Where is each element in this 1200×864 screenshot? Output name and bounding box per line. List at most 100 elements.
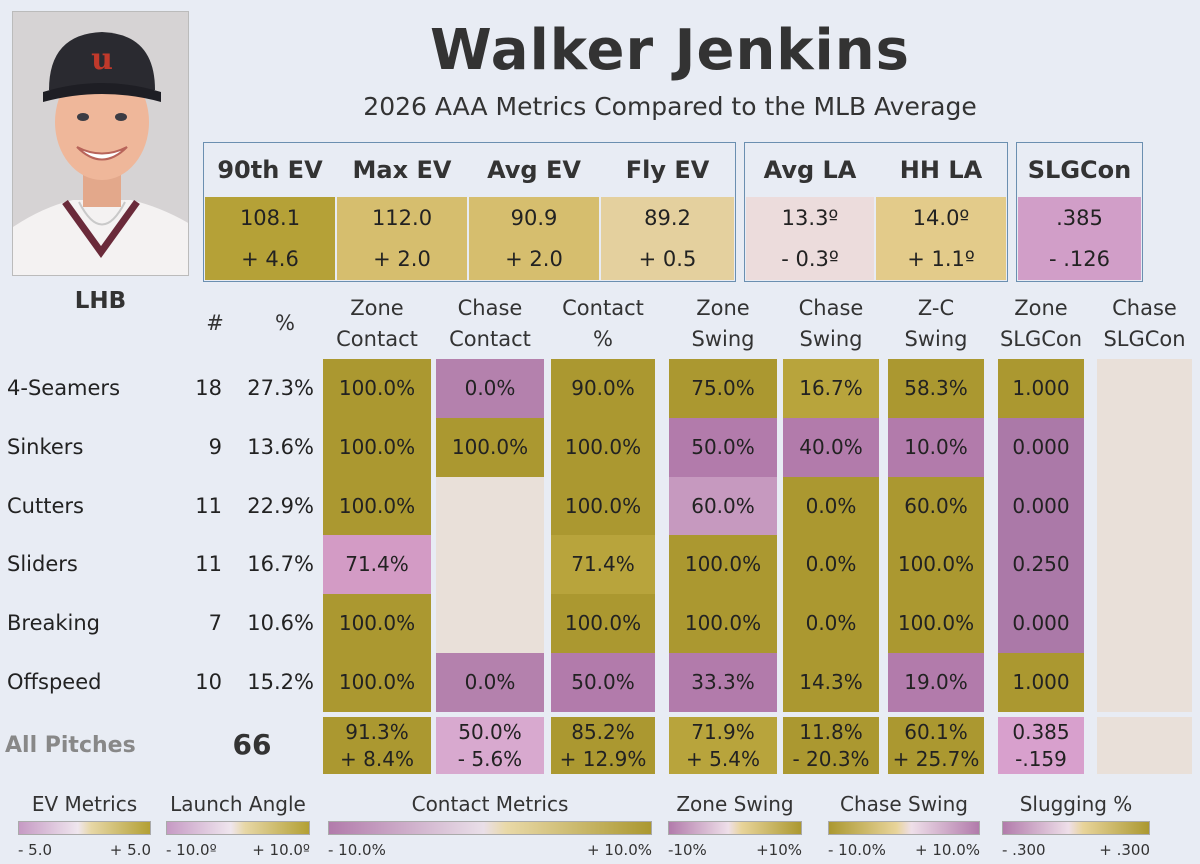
pct-header: % — [275, 311, 295, 335]
cell-value: 100.0% — [564, 611, 642, 636]
cell-value: 60.0% — [904, 493, 968, 518]
cell-value: 100.0% — [684, 552, 762, 577]
table-cell: 100.0% — [323, 476, 431, 536]
table-cell: 0.0% — [783, 476, 879, 536]
cell-value: 0.0% — [464, 670, 516, 694]
metric-diff: + 0.5 — [638, 247, 697, 271]
table-cell: 100.0% — [551, 594, 655, 654]
metric-value: 89.2 — [644, 206, 691, 230]
pitch-percent: 22.9% — [247, 493, 314, 518]
table-cell: 40.0% — [783, 417, 879, 478]
metric-diff: + 2.0 — [505, 247, 563, 271]
pitch-count: 9 — [208, 434, 222, 459]
legend-gradient-bar — [328, 821, 652, 835]
cell-value: 100.0% — [451, 434, 529, 459]
column-header-line1: Zone — [696, 296, 750, 320]
table-cell: 0.000 — [998, 476, 1084, 536]
slgcon-box — [1016, 142, 1143, 282]
table-cell — [436, 476, 544, 536]
pitch-count: 7 — [208, 611, 222, 636]
cell-value: 16.7% — [799, 376, 863, 400]
column-header-line1: Chase — [457, 296, 523, 320]
metric-header: Fly EV — [625, 156, 710, 184]
column-header-line2: Contact — [449, 327, 531, 351]
table-cell: 10.0% — [888, 417, 984, 478]
cell-value: 100.0% — [338, 611, 416, 636]
totals-diff: + 12.9% — [559, 747, 647, 771]
totals-cell: 91.3% + 8.4% — [323, 717, 431, 774]
player-name: Walker Jenkins — [430, 18, 910, 83]
table-cell — [1097, 594, 1192, 654]
table-cell: 100.0% — [323, 653, 431, 713]
totals-cell: 11.8% - 20.3% — [783, 717, 879, 774]
count-header: # — [206, 311, 224, 335]
table-cell: 0.0% — [436, 653, 544, 713]
pitch-count: 10 — [195, 670, 222, 694]
metric-diff: - .126 — [1048, 247, 1110, 271]
legend-max-label: + .300 — [1099, 841, 1150, 859]
cell-value: 100.0% — [338, 434, 416, 459]
ev-metrics-box — [203, 142, 736, 282]
pitch-type-label: Breaking — [7, 611, 101, 636]
legend-gradient-bar — [166, 821, 310, 835]
table-cell: 50.0% — [551, 653, 655, 713]
pitch-type-label: 4-Seamers — [7, 376, 121, 400]
cell-value: 100.0% — [564, 434, 642, 459]
metric-value: 108.1 — [239, 206, 301, 230]
legend-title: Slugging % — [1019, 792, 1133, 816]
table-cell: 71.4% — [551, 535, 655, 595]
metric-diff: + 2.0 — [373, 247, 431, 271]
metric-cell: 108.1 + 4.6 — [205, 197, 335, 280]
cell-value: 50.0% — [571, 670, 635, 694]
cell-value: 75.0% — [691, 376, 755, 400]
cell-value: 0.0% — [805, 493, 857, 518]
column-header-line2: Swing — [691, 327, 755, 351]
cell-value: 100.0% — [338, 493, 416, 518]
column-header-line2: Swing — [904, 327, 968, 351]
totals-diff: + 25.7% — [892, 747, 980, 771]
table-cell: 100.0% — [669, 594, 777, 654]
cell-value: 33.3% — [691, 670, 755, 694]
cell-value: 19.0% — [904, 670, 968, 694]
metric-header: Max EV — [352, 156, 452, 184]
table-cell: 100.0% — [888, 535, 984, 595]
metric-cell: .385 - .126 — [1018, 197, 1141, 280]
table-cell: 0.000 — [998, 594, 1084, 654]
legend-min-label: - 10.0% — [828, 841, 886, 859]
metric-header: SLGCon — [1027, 156, 1132, 184]
table-cell: 1.000 — [998, 653, 1084, 713]
metric-header: Avg EV — [487, 156, 581, 184]
totals-diff: - 20.3% — [792, 747, 870, 771]
legend-max-label: + 10.0% — [587, 841, 652, 859]
pitch-type-label: Cutters — [7, 493, 84, 518]
legend-max-label: + 5.0 — [109, 841, 151, 859]
metric-cell: 13.3º - 0.3º — [746, 197, 874, 280]
legend-title: Chase Swing — [840, 792, 968, 816]
table-cell — [1097, 535, 1192, 595]
cell-value: 100.0% — [897, 611, 975, 636]
metric-diff: + 4.6 — [241, 247, 299, 271]
cell-value: 90.0% — [571, 376, 635, 400]
batter-hand: LHB — [74, 288, 127, 314]
table-cell — [436, 535, 544, 595]
pitch-percent: 15.2% — [247, 670, 314, 694]
totals-cell — [1097, 717, 1192, 774]
table-cell: 100.0% — [551, 476, 655, 536]
legend-min-label: - .300 — [1002, 841, 1046, 859]
column-header-line1: Zone — [350, 296, 404, 320]
cell-value: 0.250 — [1012, 552, 1070, 577]
column-header-line1: Zone — [1014, 296, 1068, 320]
subtitle: 2026 AAA Metrics Compared to the MLB Ave… — [363, 92, 977, 121]
legend-min-label: - 10.0% — [328, 841, 386, 859]
all-pitches-count: 66 — [232, 728, 272, 761]
metric-cell: 14.0º + 1.1º — [876, 197, 1006, 280]
table-cell — [1097, 476, 1192, 536]
table-cell: 50.0% — [669, 417, 777, 478]
table-cell: 90.0% — [551, 359, 655, 419]
table-cell: 100.0% — [551, 417, 655, 478]
legend-max-label: + 10.0% — [915, 841, 980, 859]
table-cell: 1.000 — [998, 359, 1084, 419]
legend-title: Launch Angle — [170, 792, 306, 816]
totals-value: 91.3% — [345, 720, 409, 744]
launch-angle-box — [744, 142, 1008, 282]
